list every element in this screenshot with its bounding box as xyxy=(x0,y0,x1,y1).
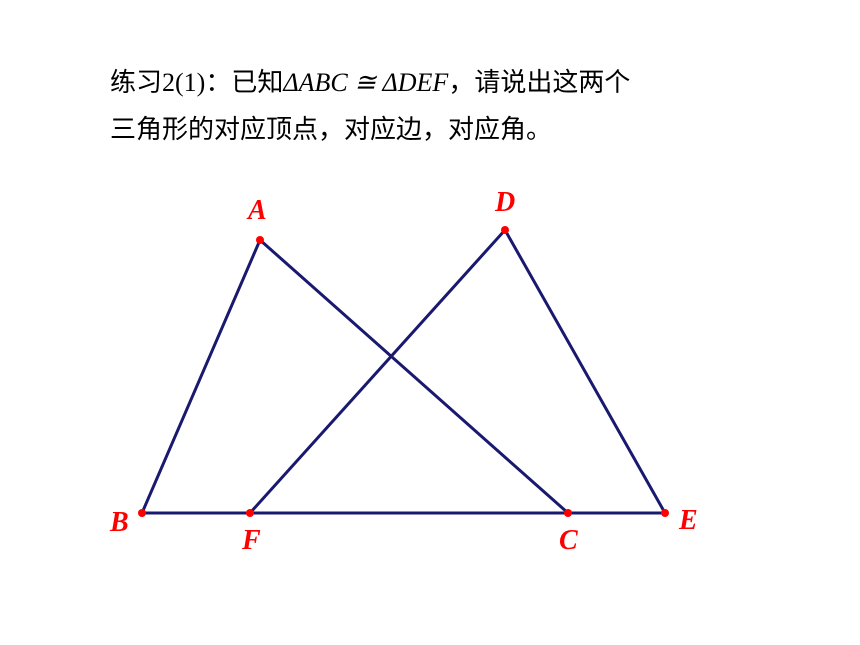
text-suffix: ，请说出这两个 xyxy=(448,68,630,97)
vertex-point-a xyxy=(256,236,264,244)
diagram-svg xyxy=(100,185,760,585)
vertex-point-e xyxy=(661,509,669,517)
triangle-def xyxy=(250,230,665,513)
triangle-def: DEF xyxy=(398,68,449,97)
triangle-abc: ABC xyxy=(299,68,348,97)
vertex-point-f xyxy=(246,509,254,517)
vertex-point-d xyxy=(501,226,509,234)
vertex-label-d: D xyxy=(495,187,515,219)
vertex-label-b: B xyxy=(110,507,129,539)
problem-text: 练习2(1)：已知ΔABC ≅ ΔDEF，请说出这两个 三角形的对应顶点，对应边… xyxy=(110,60,750,154)
triangle-abc xyxy=(142,240,568,513)
text-prefix: 练习2(1)：已知 xyxy=(110,68,283,97)
vertex-point-c xyxy=(564,509,572,517)
vertex-label-f: F xyxy=(242,525,261,557)
vertex-label-c: C xyxy=(559,525,578,557)
vertex-point-b xyxy=(138,509,146,517)
vertex-label-e: E xyxy=(679,505,698,537)
text-line2: 三角形的对应顶点，对应边，对应角。 xyxy=(110,115,552,144)
vertex-label-a: A xyxy=(248,195,267,227)
geometry-diagram: A B C D E F xyxy=(100,185,760,585)
congruent-symbol: ≅ xyxy=(354,68,376,97)
delta-1: Δ xyxy=(283,68,298,97)
delta-2: Δ xyxy=(383,68,398,97)
